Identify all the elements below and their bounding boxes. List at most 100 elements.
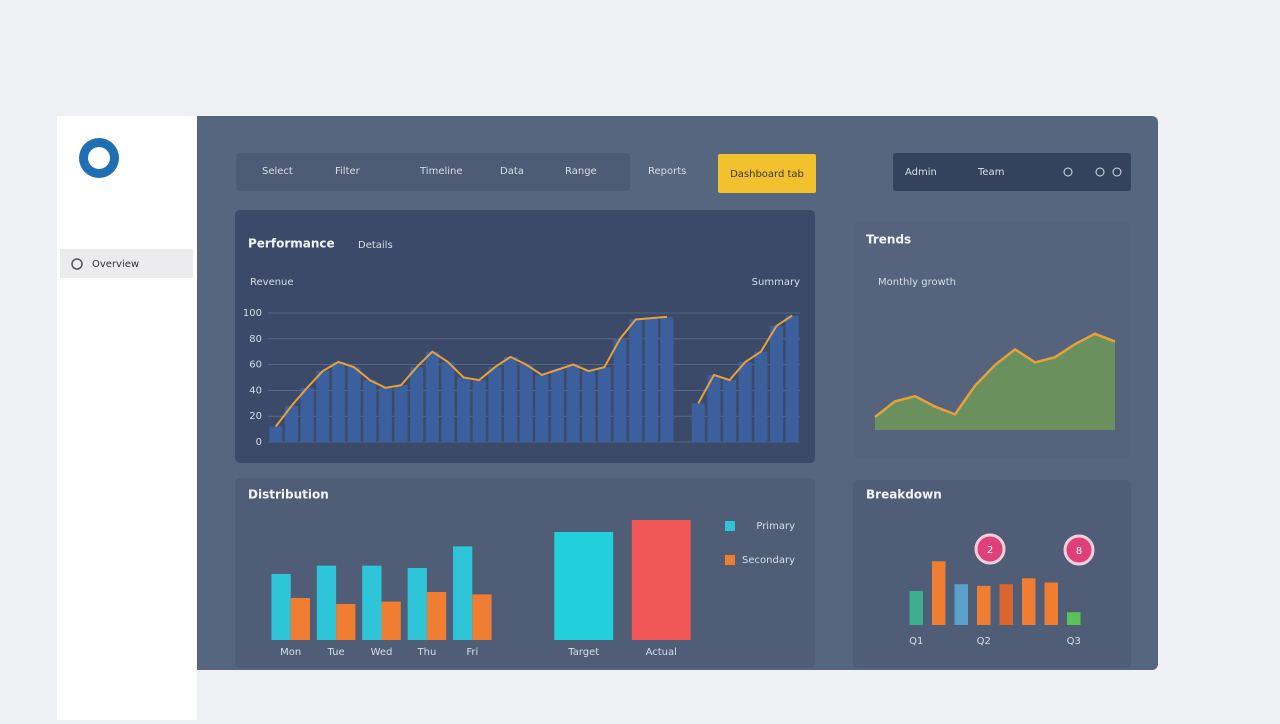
- bar: [472, 594, 492, 640]
- badge-label: 8: [1076, 546, 1082, 557]
- y-tick-label: 40: [249, 385, 262, 396]
- bar: [1022, 578, 1036, 625]
- bar: [316, 371, 330, 442]
- bar: [954, 584, 968, 625]
- bar: [597, 367, 611, 442]
- bar: [362, 565, 382, 640]
- bar: [363, 380, 377, 442]
- y-tick-label: 60: [249, 360, 262, 371]
- bar: [331, 362, 345, 442]
- bar: [269, 426, 283, 442]
- primary-button-label[interactable]: Dashboard tab: [730, 169, 804, 180]
- team[interactable]: Team: [977, 167, 1004, 178]
- panel-title: Distribution: [248, 488, 329, 502]
- x-tick-label: Fri: [466, 647, 478, 658]
- panel-tag[interactable]: Details: [358, 240, 393, 251]
- x-tick-label: Actual: [646, 647, 677, 658]
- panel-subtitle: Monthly growth: [878, 277, 956, 288]
- icon[interactable]: [1112, 167, 1122, 177]
- account-bar: [893, 153, 1131, 191]
- line: [874, 332, 1116, 418]
- x-tick-label: Target: [567, 647, 599, 658]
- legend-swatch: [725, 521, 735, 531]
- bar: [644, 318, 658, 442]
- sidebar: [57, 116, 197, 720]
- bar: [271, 574, 291, 640]
- bar: [441, 362, 455, 442]
- bar: [410, 367, 424, 442]
- x-tick-label: Tue: [327, 647, 345, 658]
- line: [275, 314, 793, 428]
- bar: [336, 604, 356, 640]
- legend-label: Primary: [756, 521, 795, 532]
- bar: [566, 364, 580, 442]
- legend-label: Summary: [752, 277, 800, 288]
- icon[interactable]: [1095, 167, 1105, 177]
- bar: [738, 362, 752, 442]
- bar: [407, 568, 427, 640]
- bar: [394, 385, 408, 442]
- icon[interactable]: [1063, 167, 1073, 177]
- panel-title: Breakdown: [866, 488, 942, 502]
- bar: [284, 405, 299, 442]
- legend-label: Secondary: [742, 555, 795, 566]
- badge-label: 2: [987, 545, 993, 556]
- x-tick-label: Thu: [417, 647, 437, 658]
- bar: [629, 319, 643, 442]
- toolbar-item[interactable]: Filter: [335, 166, 361, 177]
- x-tick-label: Wed: [371, 647, 393, 658]
- toolbar-item[interactable]: Data: [500, 166, 524, 177]
- bar: [932, 561, 946, 625]
- toolbar-item[interactable]: Reports: [648, 166, 686, 177]
- bar: [290, 598, 310, 640]
- bar: [425, 351, 439, 442]
- legend-swatch: [725, 555, 735, 565]
- y-tick-label: 20: [249, 411, 262, 422]
- primary-button[interactable]: [718, 154, 816, 193]
- bar: [631, 520, 691, 640]
- bar: [723, 380, 737, 442]
- toolbar-item[interactable]: Select: [262, 166, 293, 177]
- bar: [554, 532, 614, 640]
- panel-title: Trends: [866, 233, 911, 247]
- bar: [488, 367, 502, 442]
- y-tick-label: 0: [256, 437, 262, 448]
- bar: [550, 369, 565, 442]
- bar: [613, 338, 627, 442]
- bar: [660, 316, 674, 442]
- bar: [769, 325, 784, 442]
- nav-icon: [71, 258, 83, 270]
- bar: [1067, 612, 1081, 625]
- panel-subtitle: Revenue: [250, 277, 294, 288]
- x-tick-label: Q3: [1067, 636, 1081, 647]
- bar: [472, 380, 486, 442]
- nav-label[interactable]: Overview: [92, 259, 139, 270]
- bar: [707, 374, 721, 442]
- toolbar-item[interactable]: Timeline: [419, 166, 463, 177]
- bar: [909, 591, 923, 625]
- bar: [381, 601, 401, 640]
- bar: [316, 565, 337, 640]
- bar: [691, 403, 705, 442]
- x-tick-label: Mon: [280, 647, 301, 658]
- bar: [519, 364, 533, 442]
- badge: [974, 533, 1006, 565]
- y-tick-label: 80: [249, 334, 262, 345]
- logo-mark: [88, 147, 110, 169]
- toolbar: [236, 153, 630, 191]
- panel: [853, 480, 1131, 668]
- y-tick-label: 100: [243, 308, 262, 319]
- bar: [999, 584, 1013, 625]
- bar: [785, 315, 799, 442]
- toolbar-item[interactable]: Range: [565, 166, 597, 177]
- bar: [582, 371, 596, 442]
- bar: [347, 367, 361, 442]
- bar: [503, 356, 518, 442]
- x-tick-label: Q2: [977, 636, 991, 647]
- x-tick-label: Q1: [909, 636, 923, 647]
- account[interactable]: Admin: [905, 167, 937, 178]
- bar: [977, 585, 991, 625]
- bar: [426, 592, 447, 640]
- bar: [754, 351, 768, 442]
